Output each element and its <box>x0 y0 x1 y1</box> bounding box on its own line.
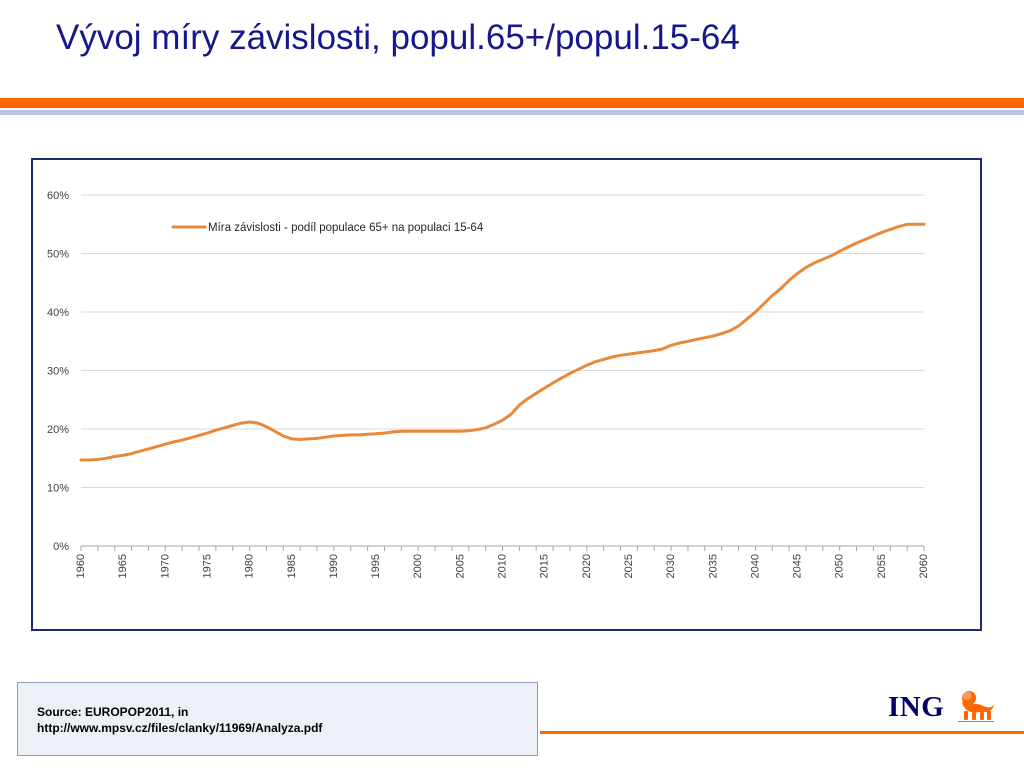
x-tick-label: 2055 <box>876 554 888 578</box>
source-note: Source: EUROPOP2011, in http://www.mpsv.… <box>37 704 322 736</box>
slide-title: Vývoj míry závislosti, popul.65+/popul.1… <box>56 18 740 57</box>
chart-frame: 0% 10% 20% 30% 40% 50% 60% 1960 1965 1970 1975 1980… <box>31 158 982 631</box>
y-tick-label: 30% <box>47 366 69 378</box>
line-chart: 0% 10% 20% 30% 40% 50% 60% 1960 1965 1970 1975 1980… <box>47 190 930 578</box>
x-tick-label: 1990 <box>328 554 340 578</box>
y-tick-label: 50% <box>47 249 69 261</box>
x-tick-label: 2030 <box>665 554 677 578</box>
header-orange-rule <box>0 98 1024 108</box>
y-tick-label: 10% <box>47 483 69 495</box>
x-tick-label: 2060 <box>918 554 930 578</box>
x-tick-label: 2000 <box>412 554 424 578</box>
header-blue-rule <box>0 110 1024 115</box>
x-tick-label: 1980 <box>244 554 256 578</box>
x-tick-label: 1995 <box>370 554 382 578</box>
series-line <box>79 222 926 462</box>
y-tick-label: 60% <box>47 190 69 202</box>
x-tick-label: 2025 <box>623 554 635 578</box>
source-line-1: Source: EUROPOP2011, in <box>37 705 189 719</box>
source-box: Source: EUROPOP2011, in http://www.mpsv.… <box>17 682 538 756</box>
x-tick-label: 2050 <box>834 554 846 578</box>
x-tick-label: 1975 <box>201 554 213 578</box>
source-url: http://www.mpsv.cz/files/clanky/11969/An… <box>37 721 323 735</box>
legend-label: Míra závislosti - podíl populace 65+ na … <box>208 222 484 234</box>
x-tick-label: 2040 <box>749 554 761 578</box>
y-tick-label: 40% <box>47 307 69 319</box>
ing-logo-text: ING <box>888 691 945 723</box>
x-tick-label: 1960 <box>75 554 87 578</box>
x-tick-label: 2015 <box>539 554 551 578</box>
ing-logo: ING <box>888 688 998 728</box>
y-tick-label: 0% <box>53 541 69 553</box>
x-tick-label: 2035 <box>707 554 719 578</box>
x-tick-label: 2020 <box>581 554 593 578</box>
y-tick-label: 20% <box>47 424 69 436</box>
x-tick-label: 2045 <box>792 554 804 578</box>
lion-icon <box>958 691 994 722</box>
x-tick-label: 1985 <box>286 554 298 578</box>
x-tick-label: 2005 <box>454 554 466 578</box>
x-tick-label: 1970 <box>159 554 171 578</box>
x-tick-label: 2010 <box>497 554 509 578</box>
footer-orange-rule <box>540 731 1024 734</box>
x-tick-label: 1965 <box>117 554 129 578</box>
